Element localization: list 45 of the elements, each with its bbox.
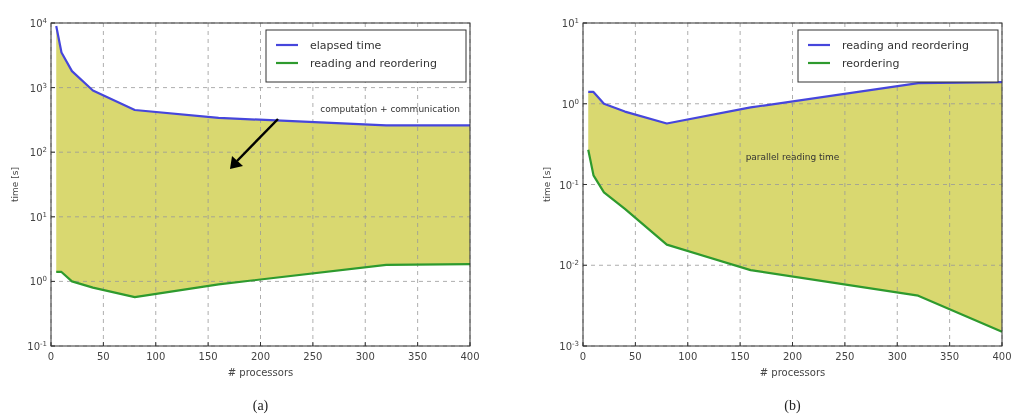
legend-label: reading and reordering	[310, 57, 437, 70]
line-series	[55, 263, 472, 299]
legend-label: reading and reordering	[842, 39, 969, 52]
y-tick-label: 10$^{-3}$	[559, 340, 579, 352]
text: (a)	[252, 398, 269, 414]
x-tick-label: 50	[97, 351, 110, 362]
x-tick-label: 400	[992, 351, 1012, 362]
x-tick-label: 300	[355, 351, 375, 362]
x-tick-label: 300	[887, 351, 907, 362]
x-tick-label: 0	[47, 351, 55, 362]
x-axis-title: # processors	[759, 367, 826, 378]
x-tick-label: 200	[250, 351, 271, 362]
y-tick-label: 10$^{1}$	[561, 17, 579, 29]
y-tick-label: 10$^{2}$	[29, 146, 47, 159]
y-tick-label: 10$^{-1}$	[27, 340, 47, 352]
text: (b)	[784, 398, 801, 414]
x-tick-label: 200	[782, 351, 803, 362]
legend-label: elapsed time	[310, 39, 382, 52]
y-axis-title: time [s]	[542, 167, 552, 202]
x-tick-label: 150	[730, 351, 750, 362]
line-series	[587, 81, 1004, 125]
y-tick-label: 10$^{-2}$	[559, 259, 579, 272]
annotation: parallel reading time	[745, 152, 840, 162]
line-series	[587, 148, 1004, 333]
legend-label: reordering	[842, 57, 900, 70]
y-axis-title: time [s]	[10, 167, 20, 202]
y-tick-label: 10$^{-1}$	[559, 178, 579, 191]
x-tick-label: 50	[629, 351, 642, 362]
y-tick-label: 10$^{4}$	[29, 17, 48, 29]
x-axis-title: # processors	[227, 367, 294, 378]
line-series	[55, 24, 472, 127]
x-tick-label: 350	[940, 351, 960, 362]
x-tick-label: 400	[460, 351, 480, 362]
y-tick-label: 10$^{0}$	[29, 275, 47, 288]
x-tick-label: 350	[408, 351, 428, 362]
x-tick-label: 100	[146, 351, 166, 362]
x-tick-label: 250	[835, 351, 855, 362]
x-tick-label: 100	[678, 351, 698, 362]
x-tick-label: 150	[198, 351, 218, 362]
annotation: computation + communication	[320, 104, 460, 114]
y-tick-label: 10$^{1}$	[29, 210, 47, 223]
y-tick-label: 10$^{3}$	[29, 81, 47, 94]
x-tick-label: 250	[303, 351, 323, 362]
x-tick-label: 0	[579, 351, 587, 362]
y-tick-label: 10$^{0}$	[561, 97, 579, 110]
